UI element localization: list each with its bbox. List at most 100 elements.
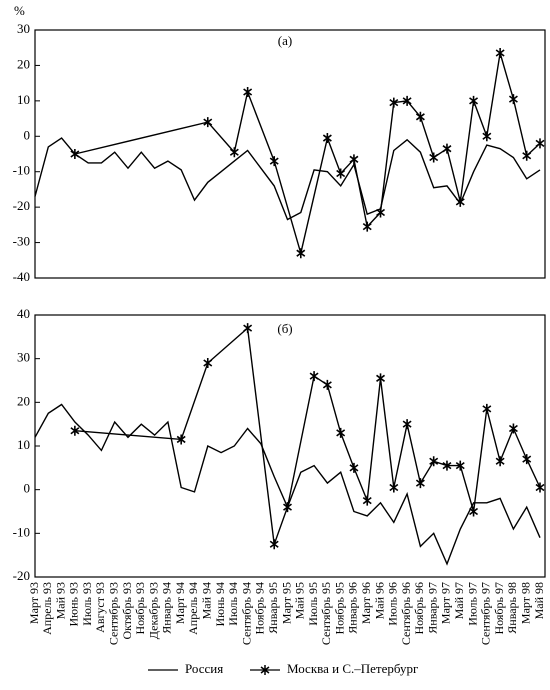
marker <box>455 460 465 471</box>
x-tick-label: Апрель 94 <box>186 582 200 635</box>
marker <box>362 221 372 232</box>
x-tick-label: Декабрь 93 <box>146 582 160 639</box>
marker <box>508 423 518 434</box>
marker <box>376 207 386 218</box>
marker <box>455 196 465 207</box>
marker <box>203 358 213 369</box>
marker <box>296 248 306 259</box>
marker <box>283 502 292 513</box>
marker <box>402 95 412 106</box>
marker <box>469 506 479 517</box>
x-tick-label: Июль 94 <box>226 582 240 626</box>
x-tick-label: Октябрь 93 <box>120 582 134 640</box>
x-tick-label: Ноябрь 94 <box>253 582 267 635</box>
legend-marker <box>260 665 270 675</box>
plot-frame <box>34 29 546 279</box>
x-tick-label: Сентябрь 93 <box>106 582 120 645</box>
x-tick-label: Март 94 <box>173 582 187 624</box>
marker <box>336 427 346 438</box>
marker <box>269 539 279 550</box>
x-tick-label: Ноябрь 96 <box>412 582 426 635</box>
x-tick-label: Май 94 <box>200 582 214 619</box>
y-tick-label: -40 <box>13 269 30 284</box>
x-tick-label: Сентябрь 97 <box>479 582 493 645</box>
y-tick-label: 20 <box>17 393 30 408</box>
marker <box>309 371 319 382</box>
marker <box>469 95 479 106</box>
x-tick-label: Май 93 <box>53 582 67 619</box>
marker <box>322 133 332 144</box>
marker <box>495 456 505 467</box>
series-line <box>74 52 541 256</box>
y-tick-label: -10 <box>13 163 30 178</box>
marker <box>522 454 532 465</box>
marker <box>349 154 359 165</box>
x-tick-label: Январь 94 <box>160 582 174 634</box>
marker <box>70 149 80 159</box>
x-tick-label: Ноябрь 93 <box>133 582 147 635</box>
y-tick-label: 10 <box>17 437 30 452</box>
x-tick-label: Июль 95 <box>306 582 320 626</box>
x-tick-label: Май 98 <box>532 582 546 619</box>
marker <box>535 482 545 493</box>
y-tick-label: 30 <box>17 21 30 36</box>
marker <box>429 456 439 467</box>
x-tick-label: Март 93 <box>27 582 41 624</box>
x-tick-label: Июль 97 <box>465 582 479 626</box>
x-tick-label: Июнь 94 <box>213 582 227 627</box>
marker <box>243 87 253 97</box>
y-tick-label: 40 <box>17 306 30 321</box>
x-tick-label: Ноябрь 95 <box>332 582 346 635</box>
marker <box>176 434 186 445</box>
x-tick-label: Сентябрь 96 <box>399 582 413 645</box>
marker <box>229 147 239 158</box>
x-tick-label: Март 97 <box>439 582 453 624</box>
marker <box>535 138 545 149</box>
marker <box>522 150 532 161</box>
marker <box>349 462 359 473</box>
series-line <box>34 403 541 566</box>
marker <box>389 482 399 493</box>
marker <box>415 478 425 489</box>
x-tick-label: Январь 97 <box>425 582 439 634</box>
x-tick-label: Январь 98 <box>505 582 519 634</box>
y-tick-label: -20 <box>13 198 30 213</box>
x-tick-label: Март 96 <box>359 582 373 624</box>
legend-label: Россия <box>185 661 223 676</box>
y-tick-label: -20 <box>13 568 30 583</box>
x-tick-label: Май 97 <box>452 582 466 619</box>
marker <box>508 94 518 105</box>
marker <box>269 156 279 167</box>
x-tick-label: Сентябрь 95 <box>319 582 333 645</box>
plot-frame <box>34 314 546 578</box>
y-tick-label: -10 <box>13 524 30 539</box>
x-tick-label: Январь 96 <box>346 582 360 634</box>
y-tick-label: 30 <box>17 350 30 365</box>
y-tick-label: -30 <box>13 234 30 249</box>
series-line <box>74 326 541 545</box>
y-tick-label: 20 <box>17 56 30 71</box>
panel-title: (а) <box>278 33 292 48</box>
marker <box>482 403 492 414</box>
x-tick-label: Июль 96 <box>386 582 400 626</box>
series-line <box>34 137 541 221</box>
x-tick-label: Июль 93 <box>80 582 94 626</box>
marker <box>482 131 492 142</box>
y-tick-label: 10 <box>17 92 30 107</box>
marker <box>70 425 80 436</box>
marker <box>389 97 399 108</box>
x-tick-label: Март 95 <box>279 582 293 624</box>
marker <box>415 111 425 122</box>
marker <box>322 379 332 390</box>
legend-label: Москва и С.–Петербург <box>287 661 418 676</box>
x-tick-label: Апрель 93 <box>40 582 54 635</box>
y-tick-label: 0 <box>24 481 31 496</box>
x-tick-label: Май 96 <box>372 582 386 619</box>
marker <box>243 323 253 334</box>
panel-title: (б) <box>277 321 292 336</box>
marker <box>442 460 452 471</box>
x-tick-label: Сентябрь 94 <box>239 582 253 645</box>
y-axis-label: % <box>14 3 25 18</box>
